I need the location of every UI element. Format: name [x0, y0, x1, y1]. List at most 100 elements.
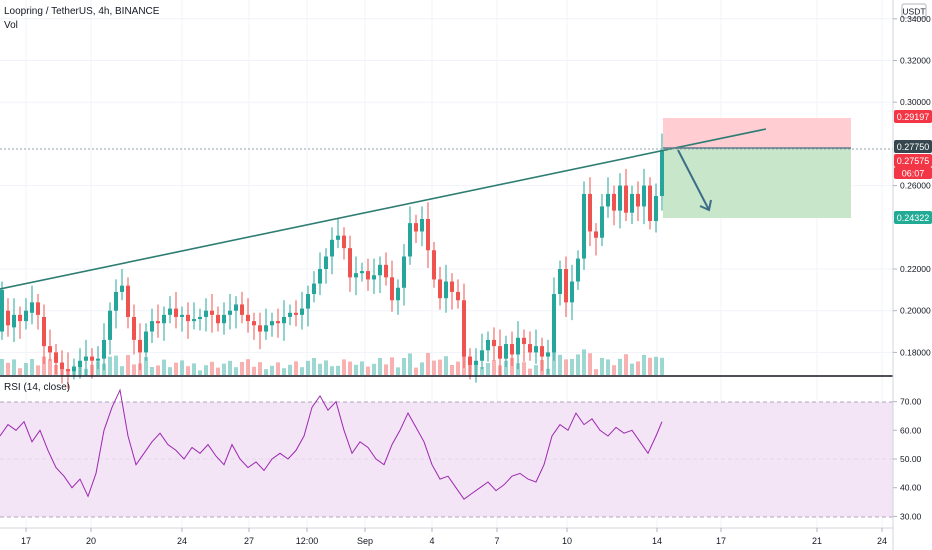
candle-body — [504, 344, 508, 359]
volume-bar — [396, 367, 400, 375]
price-axis-ticks[interactable]: 0.34000 0.32000 0.30000 0.26000 0.22000 0.200… — [893, 14, 931, 358]
volume-bar — [120, 366, 124, 375]
volume-bar — [126, 355, 130, 375]
stop-loss-zone[interactable] — [663, 118, 851, 148]
entry-price-tag: 0.27750 — [894, 140, 932, 153]
time-tick-label: 20 — [86, 536, 96, 546]
volume-bar — [288, 364, 292, 375]
candle-body — [36, 302, 40, 315]
rsi-tick-label: 60.00 — [900, 425, 922, 435]
time-tick-label: 14 — [652, 536, 662, 546]
candle-body — [72, 366, 76, 372]
candle-body — [612, 193, 616, 211]
candle-body — [192, 319, 196, 322]
candle-body — [438, 279, 442, 299]
currency-button[interactable]: USDT — [901, 3, 927, 19]
volume-bar — [426, 353, 430, 375]
volume-bar — [42, 356, 46, 375]
candle-body — [546, 352, 550, 357]
volume-bar — [486, 363, 490, 375]
volume-bar — [300, 367, 304, 375]
volume-bar — [18, 368, 22, 375]
time-tick-label: 24 — [177, 536, 187, 546]
volume-bar — [570, 359, 574, 375]
candle-body — [18, 314, 22, 322]
rsi-tick-label: 30.00 — [900, 511, 922, 521]
volume-bar — [504, 360, 508, 375]
volume-bar — [606, 359, 610, 375]
volume-bar — [654, 356, 658, 375]
candle-body — [636, 193, 640, 207]
time-tick-label: 4 — [429, 536, 434, 546]
candle-body — [246, 314, 250, 322]
candle-body — [336, 235, 340, 240]
candle-body — [402, 256, 406, 288]
volume-bar — [162, 359, 166, 375]
candle-body — [114, 291, 118, 311]
volume-bar — [12, 359, 16, 375]
candle-body — [366, 271, 370, 280]
candle-body — [516, 337, 520, 355]
volume-bar — [348, 361, 352, 375]
symbol-title[interactable]: Loopring / TetherUS, 4h, BINANCE — [4, 6, 160, 17]
candle-body — [570, 281, 574, 303]
volume-bar — [630, 363, 634, 375]
volume-bar — [24, 363, 28, 375]
rsi-legend[interactable]: RSI (14, close) — [4, 382, 70, 393]
candle-body — [120, 285, 124, 292]
candle-body — [288, 312, 292, 317]
trendline[interactable] — [0, 128, 767, 290]
candle-body — [66, 369, 70, 372]
candle-body — [276, 321, 280, 324]
volume-bar — [264, 369, 268, 375]
candle-body — [606, 193, 610, 207]
candle-body — [396, 287, 400, 301]
volume-bar — [366, 366, 370, 375]
candle-body — [462, 300, 466, 357]
volume-bar — [642, 355, 646, 375]
candle-body — [174, 308, 178, 317]
volume-legend[interactable]: Vol — [4, 20, 18, 31]
volume-bar — [558, 354, 562, 375]
candle-body — [150, 321, 154, 332]
candle-body — [108, 310, 112, 340]
rsi-axis-ticks[interactable]: 70.00 60.00 50.00 40.00 30.00 — [893, 397, 922, 522]
time-tick-label: 10 — [562, 536, 572, 546]
volume-bar — [156, 365, 160, 375]
candle-body — [90, 356, 94, 361]
candle-body — [0, 289, 4, 332]
candle-body — [432, 250, 436, 280]
candle-body — [198, 316, 202, 320]
down-arrow-drawing[interactable] — [677, 149, 712, 212]
candle-body — [252, 321, 256, 326]
volume-bar — [312, 358, 316, 375]
volume-bar — [234, 367, 238, 375]
volume-bar — [144, 357, 148, 375]
candle-body — [594, 231, 598, 238]
volume-bar — [276, 362, 280, 375]
volume-bar — [360, 361, 364, 375]
volume-bar — [612, 365, 616, 375]
time-axis-ticks[interactable]: 17 20 24 27 12:00 Sep 4 7 10 14 17 21 24 — [21, 528, 887, 546]
time-tick-label: 17 — [21, 536, 31, 546]
candle-body — [258, 325, 262, 332]
candle-body — [534, 346, 538, 353]
candle-body — [528, 344, 532, 353]
price-tick-label: 0.30000 — [900, 97, 931, 107]
time-tick-label: 7 — [494, 536, 499, 546]
candle-body — [84, 356, 88, 361]
volume-bar — [618, 358, 622, 375]
candle-body — [12, 314, 16, 328]
volume-bar — [6, 362, 10, 375]
candle-body — [372, 275, 376, 280]
volume-bar — [516, 363, 520, 375]
volume-bar — [306, 360, 310, 375]
candle-body — [282, 316, 286, 324]
volume-bar — [576, 354, 580, 375]
volume-bar — [324, 360, 328, 375]
take-profit-zone[interactable] — [663, 148, 851, 218]
candle-body — [354, 273, 358, 278]
price-tick-label: 0.32000 — [900, 56, 931, 66]
svg-text:06:07: 06:07 — [902, 169, 925, 179]
